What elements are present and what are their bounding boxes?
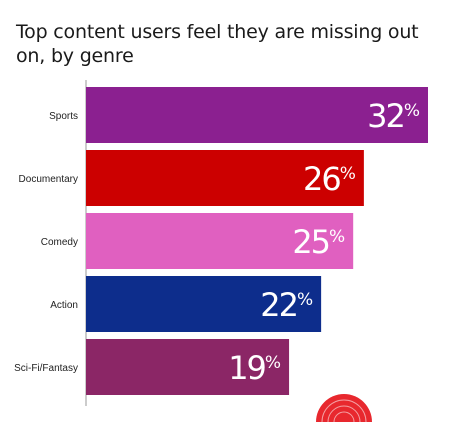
- category-label: Action: [50, 300, 78, 311]
- decorative-logo: [316, 394, 372, 422]
- value-label: 22%: [260, 286, 313, 324]
- bar-sci-fi-fantasy: [86, 339, 290, 395]
- bar-sports: [86, 87, 428, 143]
- category-label: Documentary: [19, 174, 78, 185]
- bars-group: Sports 32% Documentary 26% Comedy 25% Action 22…: [14, 87, 428, 395]
- value-label: 19%: [228, 349, 281, 387]
- category-label: Sci-Fi/Fantasy: [14, 363, 78, 374]
- value-label: 25%: [292, 223, 345, 261]
- chart-title: Top content users feel they are missing …: [16, 21, 419, 67]
- bar-action: [86, 276, 322, 332]
- value-label: 26%: [303, 160, 356, 198]
- bar-comedy: [86, 213, 354, 269]
- category-label: Sports: [49, 111, 78, 122]
- category-label: Comedy: [41, 237, 78, 248]
- bar-documentary: [86, 150, 364, 206]
- value-label: 32%: [367, 97, 420, 135]
